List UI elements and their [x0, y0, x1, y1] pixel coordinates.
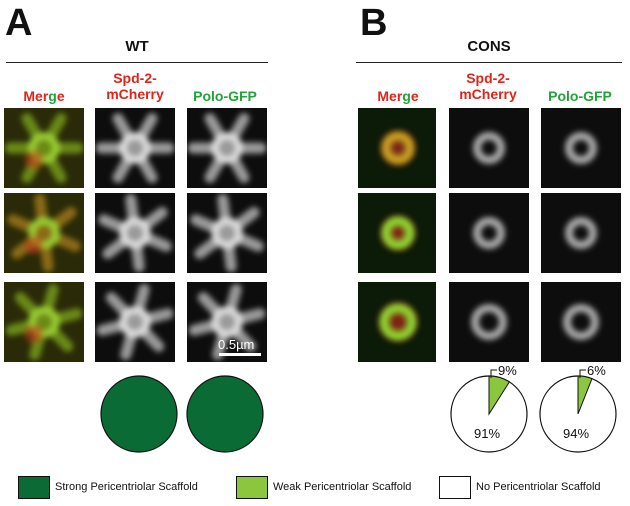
- merge-letter: g: [48, 88, 57, 104]
- spd2-header-line1: Spd-2-: [113, 70, 157, 86]
- merge-letter: e: [389, 88, 397, 104]
- merge-letter: e: [35, 88, 43, 104]
- legend-label-none: No Pericentriolar Scaffold: [476, 481, 601, 493]
- micrograph-a-spd2-row2: [95, 193, 175, 273]
- micrograph-a-merge-row1: [4, 108, 84, 188]
- scale-bar: [219, 353, 261, 356]
- micrograph-b-spd2-row3: [449, 282, 529, 362]
- panel-letter-a: A: [5, 2, 33, 44]
- micrograph-b-polo-row2: [541, 193, 621, 273]
- micrograph-a-spd2-row3: [95, 282, 175, 362]
- micrograph-b-spd2-row2: [449, 193, 529, 273]
- merge-header-a: Merge: [4, 88, 84, 104]
- spd2-header-line2: mCherry: [459, 86, 517, 102]
- merge-letter: r: [396, 88, 403, 104]
- merge-letter: e: [56, 88, 65, 104]
- micrograph-b-merge-row3: [358, 282, 436, 362]
- pie-leader: [579, 369, 586, 378]
- micrograph-b-merge-row1: [358, 108, 436, 188]
- legend-label-weak: Weak Pericentriolar Scaffold: [273, 481, 412, 493]
- pie-slice-strong: [186, 375, 264, 453]
- micrograph-a-spd2-row1: [95, 108, 175, 188]
- wt-rule: [6, 62, 268, 63]
- pie-slice-weak: [488, 375, 511, 416]
- pie-b-polo: 6% 94%: [539, 365, 617, 453]
- wt-title: WT: [125, 38, 149, 55]
- pie-label-none: 94%: [563, 426, 589, 441]
- spd2-header-line1: Spd-2-: [466, 70, 510, 86]
- micrograph-b-polo-row3: [541, 282, 621, 362]
- pie-slice-weak: [577, 375, 593, 415]
- micrograph-a-merge-row2: [4, 193, 84, 273]
- pie-charts: 9% 91% 6% 94%: [100, 365, 617, 453]
- merge-letter: M: [23, 88, 36, 104]
- pie-label-weak: 9%: [498, 365, 517, 378]
- cons-rule: [356, 62, 622, 63]
- panel-letter-b: B: [360, 2, 388, 44]
- merge-letter: e: [410, 88, 419, 104]
- micrograph-a-polo-row3: [187, 282, 267, 362]
- merge-header-b: Merge: [358, 88, 438, 104]
- legend-label-strong: Strong Pericentriolar Scaffold: [55, 481, 198, 493]
- pie-leader: [490, 369, 497, 378]
- micrograph-b-merge-row2: [358, 193, 436, 273]
- pie-a-polo: [186, 375, 264, 453]
- legend-swatch-none: [439, 476, 471, 499]
- polo-header-b: Polo-GFP: [548, 88, 612, 104]
- merge-letter: r: [42, 88, 49, 104]
- merge-letter: M: [377, 88, 390, 104]
- pie-label-weak: 6%: [587, 365, 606, 378]
- micrograph-a-polo-row1: [187, 108, 267, 188]
- cons-title: CONS: [467, 38, 511, 55]
- pie-slice-strong: [100, 375, 178, 453]
- micrograph-b-spd2-row1: [449, 108, 529, 188]
- spd2-header-a: Spd-2- mCherry: [94, 70, 176, 102]
- scale-bar-label: 0.5µm: [218, 337, 255, 352]
- polo-header-a: Polo-GFP: [193, 88, 257, 104]
- micrograph-a-polo-row2: [187, 193, 267, 273]
- pie-label-none: 91%: [474, 426, 500, 441]
- merge-letter: g: [402, 88, 411, 104]
- pie-b-spd2: 9% 91%: [450, 365, 528, 453]
- legend-swatch-strong: [18, 476, 50, 499]
- pie-a-spd2: [100, 375, 178, 453]
- spd2-header-line2: mCherry: [106, 86, 164, 102]
- micrograph-b-polo-row1: [541, 108, 621, 188]
- micrograph-a-merge-row3: [4, 282, 84, 362]
- spd2-header-b: Spd-2- mCherry: [447, 70, 529, 102]
- legend-swatch-weak: [236, 476, 268, 499]
